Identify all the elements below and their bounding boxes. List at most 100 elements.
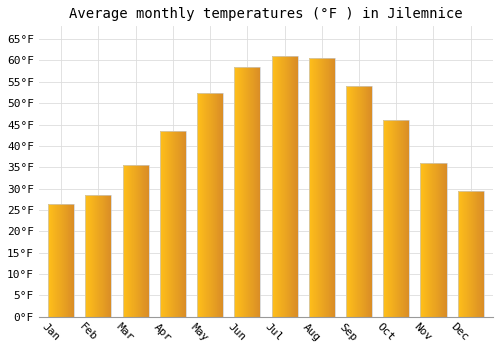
- Bar: [443, 163, 444, 317]
- Bar: [427, 163, 428, 317]
- Bar: [468, 191, 469, 317]
- Bar: [184, 131, 185, 317]
- Bar: [102, 195, 103, 317]
- Bar: [48, 204, 49, 317]
- Bar: [279, 56, 280, 317]
- Bar: [60, 204, 61, 317]
- Bar: [347, 86, 348, 317]
- Bar: [197, 92, 223, 317]
- Bar: [359, 86, 360, 317]
- Bar: [423, 163, 424, 317]
- Bar: [349, 86, 350, 317]
- Bar: [132, 165, 133, 317]
- Bar: [235, 67, 236, 317]
- Bar: [369, 86, 370, 317]
- Bar: [177, 131, 178, 317]
- Bar: [429, 163, 430, 317]
- Bar: [122, 165, 123, 317]
- Bar: [134, 165, 135, 317]
- Bar: [440, 163, 441, 317]
- Bar: [221, 92, 222, 317]
- Bar: [434, 163, 435, 317]
- Bar: [130, 165, 131, 317]
- Bar: [63, 204, 64, 317]
- Bar: [200, 92, 201, 317]
- Bar: [295, 56, 296, 317]
- Bar: [473, 191, 474, 317]
- Bar: [181, 131, 182, 317]
- Bar: [334, 58, 335, 317]
- Bar: [222, 92, 223, 317]
- Bar: [247, 67, 248, 317]
- Bar: [205, 92, 206, 317]
- Bar: [290, 56, 291, 317]
- Bar: [406, 120, 407, 317]
- Bar: [93, 195, 94, 317]
- Bar: [442, 163, 443, 317]
- Bar: [467, 191, 468, 317]
- Bar: [475, 191, 476, 317]
- Bar: [204, 92, 205, 317]
- Bar: [465, 191, 466, 317]
- Bar: [315, 58, 316, 317]
- Bar: [168, 131, 169, 317]
- Bar: [420, 163, 446, 317]
- Bar: [254, 67, 255, 317]
- Bar: [289, 56, 290, 317]
- Bar: [403, 120, 404, 317]
- Bar: [210, 92, 211, 317]
- Bar: [68, 204, 69, 317]
- Bar: [87, 195, 88, 317]
- Bar: [175, 131, 176, 317]
- Bar: [329, 58, 330, 317]
- Bar: [250, 67, 251, 317]
- Bar: [208, 92, 209, 317]
- Bar: [476, 191, 477, 317]
- Bar: [88, 195, 89, 317]
- Bar: [288, 56, 289, 317]
- Bar: [274, 56, 275, 317]
- Bar: [353, 86, 354, 317]
- Bar: [354, 86, 355, 317]
- Bar: [135, 165, 136, 317]
- Bar: [317, 58, 318, 317]
- Bar: [389, 120, 390, 317]
- Bar: [318, 58, 319, 317]
- Bar: [219, 92, 220, 317]
- Bar: [162, 131, 163, 317]
- Bar: [127, 165, 128, 317]
- Bar: [257, 67, 258, 317]
- Bar: [239, 67, 240, 317]
- Bar: [111, 195, 112, 317]
- Bar: [472, 191, 473, 317]
- Bar: [126, 165, 127, 317]
- Bar: [276, 56, 277, 317]
- Bar: [249, 67, 250, 317]
- Bar: [91, 195, 92, 317]
- Bar: [214, 92, 215, 317]
- Bar: [104, 195, 105, 317]
- Bar: [351, 86, 352, 317]
- Bar: [368, 86, 369, 317]
- Bar: [405, 120, 406, 317]
- Bar: [147, 165, 148, 317]
- Bar: [98, 195, 99, 317]
- Bar: [464, 191, 465, 317]
- Bar: [199, 92, 200, 317]
- Bar: [385, 120, 386, 317]
- Bar: [313, 58, 314, 317]
- Bar: [367, 86, 368, 317]
- Bar: [445, 163, 446, 317]
- Bar: [283, 56, 284, 317]
- Bar: [164, 131, 165, 317]
- Bar: [169, 131, 170, 317]
- Bar: [409, 120, 410, 317]
- Bar: [144, 165, 145, 317]
- Bar: [396, 120, 397, 317]
- Bar: [470, 191, 471, 317]
- Bar: [333, 58, 334, 317]
- Bar: [458, 191, 459, 317]
- Bar: [234, 67, 235, 317]
- Bar: [100, 195, 101, 317]
- Bar: [435, 163, 436, 317]
